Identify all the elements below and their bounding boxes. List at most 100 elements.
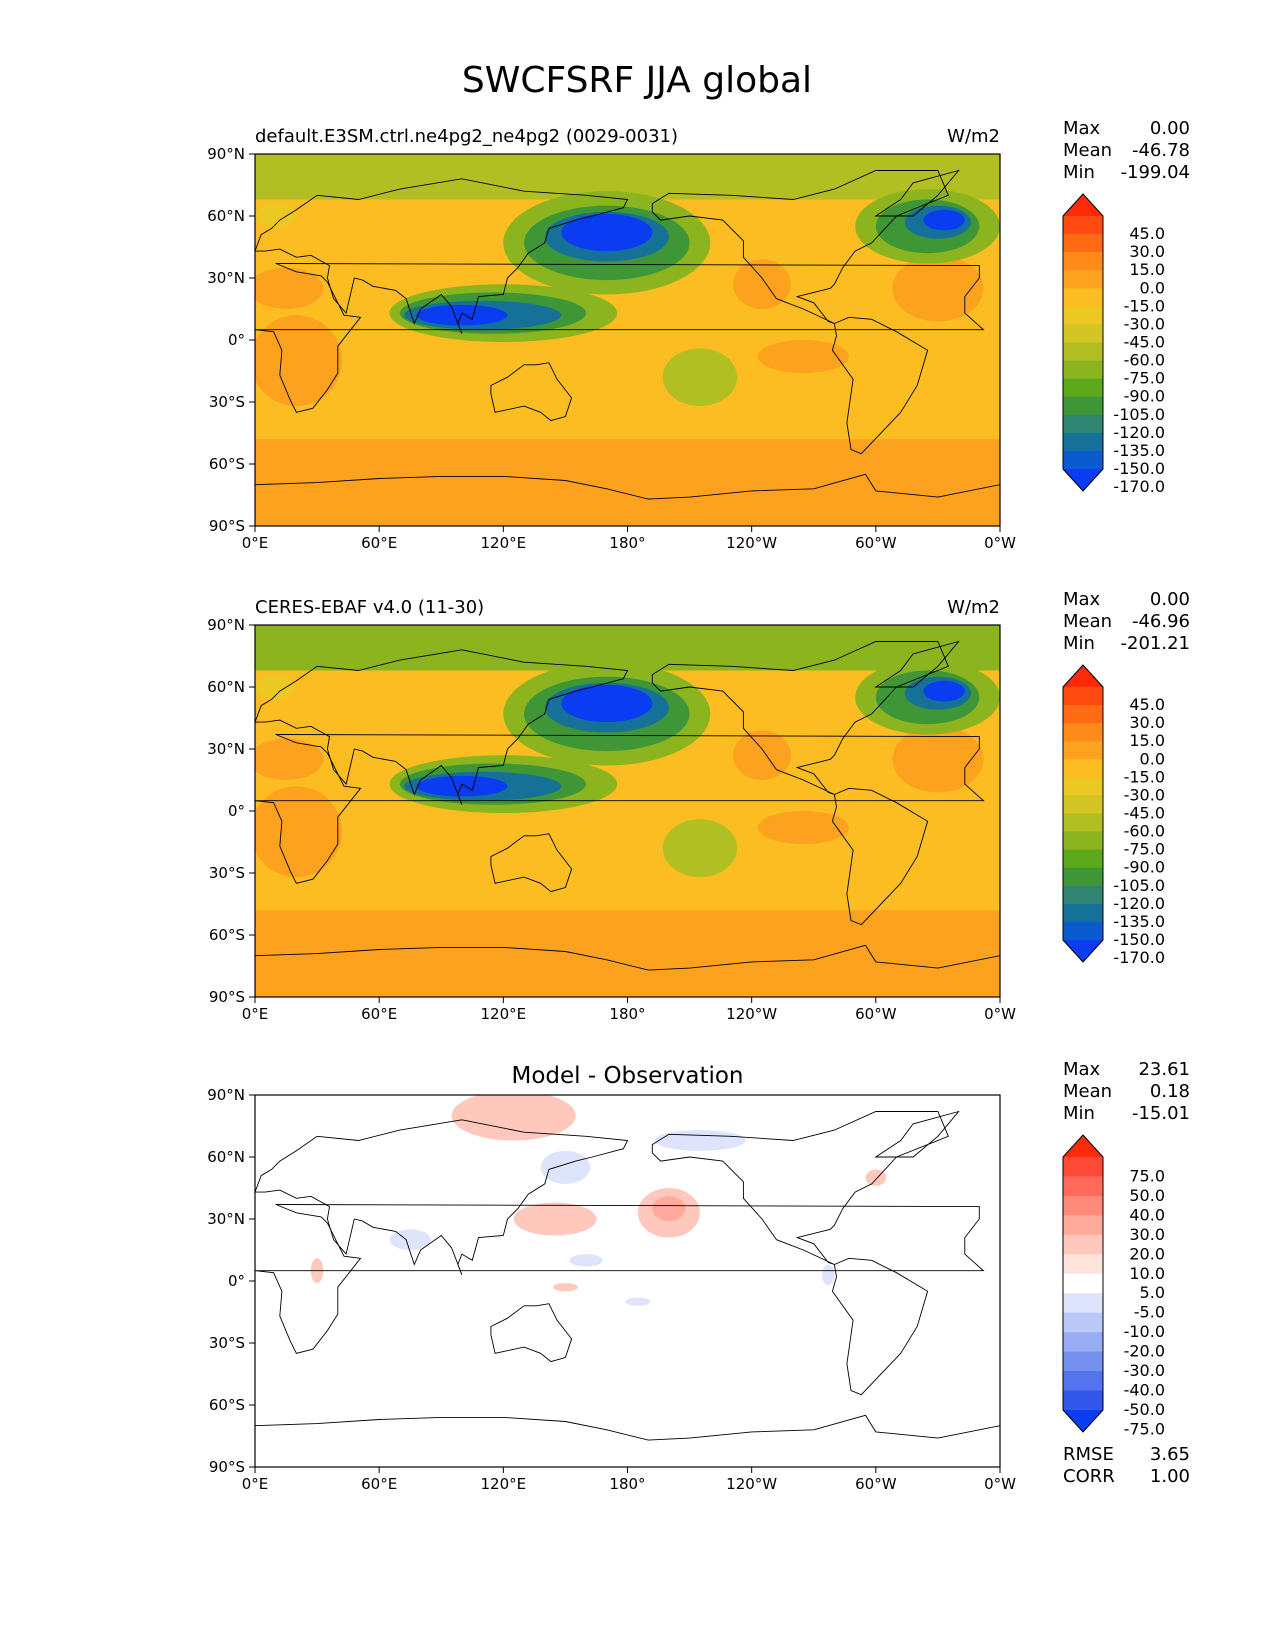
diff-negative	[569, 1254, 603, 1267]
coastline	[831, 787, 929, 926]
colorbar-outline	[1062, 1134, 1104, 1433]
y-tick-label: 60°N	[207, 207, 245, 225]
colorbar-label: 20.0	[1129, 1244, 1165, 1263]
colorbar-segment	[1063, 216, 1103, 235]
colorbar-top-extend	[1063, 665, 1103, 687]
subtropical-high	[733, 730, 791, 780]
subtropical-high	[892, 726, 984, 793]
y-tick-label: 60°S	[209, 926, 245, 944]
x-tick-label: 180°	[609, 534, 645, 552]
colorbar-label: 40.0	[1129, 1205, 1165, 1224]
colorbar-label: -15.0	[1124, 296, 1165, 315]
bottom-stat-label: CORR	[1063, 1466, 1115, 1487]
coastline	[874, 169, 960, 217]
bottom-stat-label: RMSE	[1063, 1444, 1114, 1465]
colorbar-label: -105.0	[1113, 405, 1165, 424]
colorbar-segment	[1063, 723, 1103, 742]
stat-value: -199.04	[1121, 162, 1190, 183]
diff-negative	[822, 1264, 835, 1286]
field-obs	[255, 625, 1000, 997]
colorbar-segment	[1063, 342, 1103, 362]
colorbar-label: -75.0	[1124, 840, 1165, 859]
colorbar-label: -5.0	[1134, 1303, 1165, 1322]
stat-value: -46.96	[1132, 611, 1190, 632]
y-tick-label: 0°	[228, 331, 245, 349]
y-tick-label: 30°S	[209, 864, 245, 882]
subtropical-high	[255, 267, 324, 309]
field-background	[255, 1095, 1000, 1467]
coastline	[255, 734, 985, 884]
colorbar-segment	[1063, 1234, 1103, 1255]
colorbar-segment	[1063, 234, 1103, 253]
colorbar-bottom-extend	[1063, 469, 1103, 491]
x-tick-label: 60°W	[855, 1005, 897, 1023]
x-tick-label: 60°E	[361, 534, 397, 552]
y-tick-label: 90°N	[207, 1086, 245, 1104]
coastline	[651, 641, 949, 795]
colorbar-label: -45.0	[1124, 804, 1165, 823]
colorbar-label: -120.0	[1113, 894, 1165, 913]
colorbar-segment	[1063, 885, 1103, 905]
arctic-band	[255, 625, 1000, 671]
colorbar-bottom-extend	[1063, 1410, 1103, 1432]
panel-left-title: default.E3SM.ctrl.ne4pg2_ne4pg2 (0029-00…	[255, 126, 678, 147]
y-tick-label: 60°S	[209, 1396, 245, 1414]
coastline	[255, 1119, 629, 1275]
x-tick-label: 120°W	[726, 534, 777, 552]
x-tick-label: 120°E	[481, 534, 527, 552]
colorbar-label: -170.0	[1113, 948, 1165, 967]
colorbar-segment	[1063, 288, 1103, 307]
field-diff	[255, 1095, 1000, 1467]
southern-band	[255, 910, 1000, 997]
colorbar-label: 0.0	[1140, 278, 1165, 297]
stat-value: 0.00	[1150, 118, 1190, 139]
colorbar-segment	[1063, 1273, 1103, 1294]
colorbar-label: -45.0	[1124, 333, 1165, 352]
colorbar-label: 45.0	[1129, 224, 1165, 243]
storm-track-core	[923, 209, 965, 231]
y-tick-label: 0°	[228, 802, 245, 820]
diff-positive	[451, 1095, 576, 1141]
diff-negative	[540, 1150, 591, 1184]
colorbar-segment	[1063, 831, 1103, 851]
colorbar-segment	[1063, 252, 1103, 271]
storm-track-core	[561, 213, 653, 252]
colorbar-label: -120.0	[1113, 423, 1165, 442]
coastline	[255, 178, 629, 334]
colorbar-label: 5.0	[1140, 1283, 1165, 1302]
coastline	[874, 640, 960, 688]
y-tick-label: 30°N	[207, 1210, 245, 1228]
panel-units: W/m2	[947, 597, 1000, 618]
subtropical-high	[255, 738, 324, 780]
x-tick-label: 60°W	[855, 1475, 897, 1493]
x-tick-label: 0°W	[984, 1005, 1016, 1023]
colorbar-segment	[1063, 360, 1103, 380]
monsoon-core	[416, 304, 508, 326]
stat-value: 0.18	[1150, 1081, 1190, 1102]
colorbar-label: -40.0	[1124, 1381, 1165, 1400]
colorbar-segment	[1063, 414, 1103, 434]
colorbar-top-extend	[1063, 1135, 1103, 1157]
diff-negative	[654, 1130, 746, 1151]
x-tick-label: 120°E	[481, 1475, 527, 1493]
y-tick-label: 30°N	[207, 740, 245, 758]
coastline	[255, 944, 1000, 971]
figure-title: SWCFSRF JJA global	[462, 60, 812, 101]
colorbar-label: -15.0	[1124, 767, 1165, 786]
stat-value: -15.01	[1132, 1103, 1190, 1124]
panels: 0°E 60°E 120°E 180° 120°W 60°W 0°W 90°N 60°N 30°N…	[207, 118, 1190, 1493]
colorbar-segment	[1063, 849, 1103, 869]
colorbar-label: 15.0	[1129, 731, 1165, 750]
colorbar-label: -30.0	[1124, 1361, 1165, 1380]
coastline	[490, 362, 573, 422]
colorbar-segment	[1063, 867, 1103, 887]
colorbar-segment	[1063, 1390, 1103, 1411]
coastline	[651, 1111, 949, 1265]
colorbar-label: -50.0	[1124, 1400, 1165, 1419]
colorbar-segment	[1063, 813, 1103, 833]
colorbar-top-extend	[1063, 194, 1103, 216]
stat-label: Mean	[1063, 1081, 1112, 1102]
colorbar-label: -30.0	[1124, 314, 1165, 333]
diff-positive-strong	[652, 1196, 686, 1222]
